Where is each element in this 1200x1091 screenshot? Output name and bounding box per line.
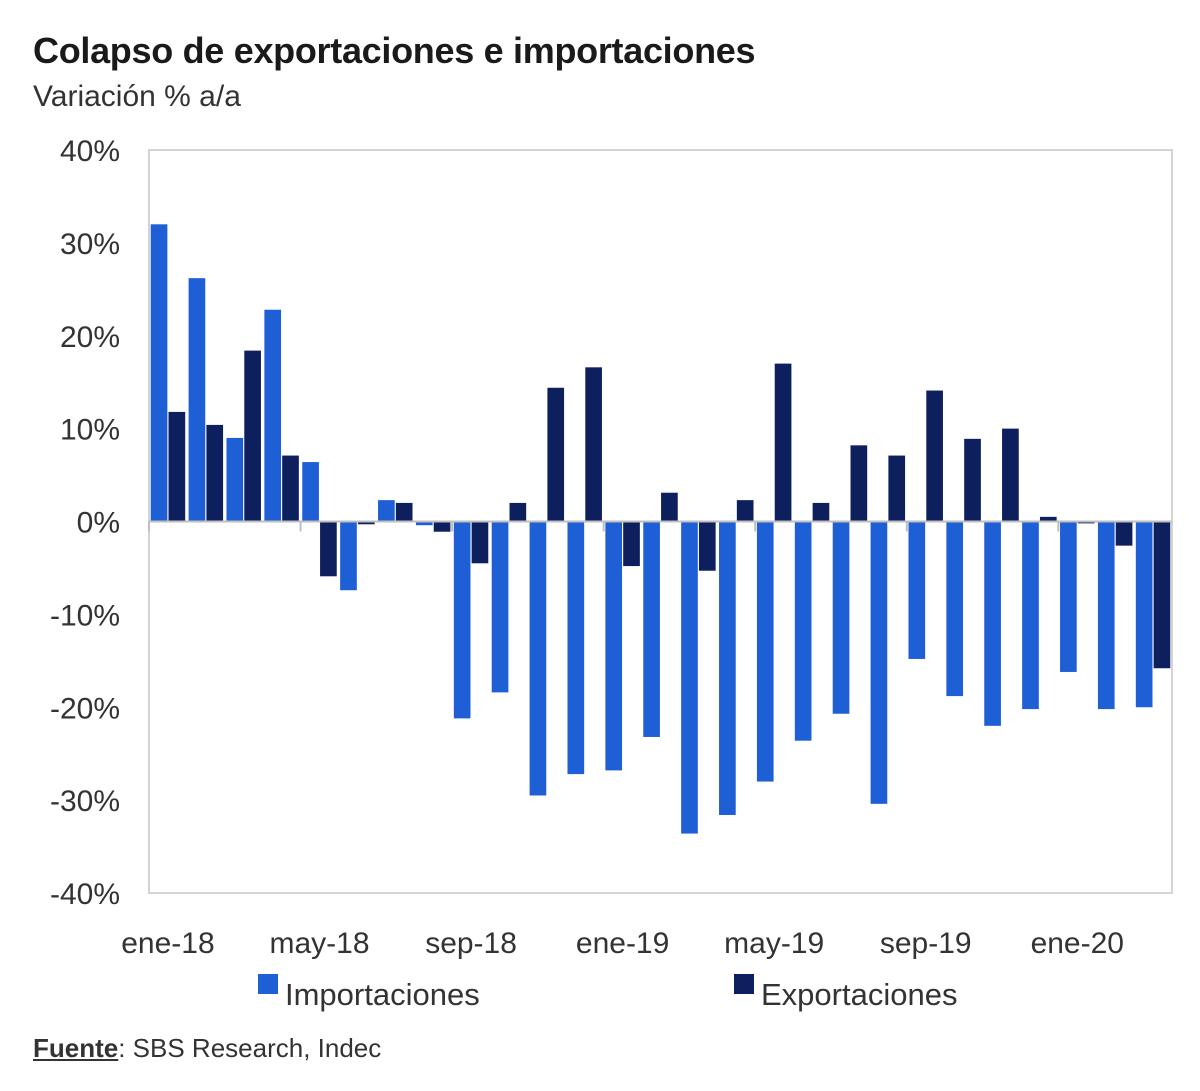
- bar-exportaciones: [320, 521, 337, 577]
- y-tick-label: -20%: [50, 692, 120, 725]
- bar-exportaciones: [509, 502, 527, 522]
- bar-importaciones: [567, 521, 585, 775]
- bar-importaciones: [1097, 521, 1115, 710]
- bar-importaciones: [1060, 521, 1077, 672]
- bar-importaciones: [794, 521, 812, 741]
- bar-importaciones: [264, 309, 282, 522]
- bar-exportaciones: [1039, 516, 1057, 522]
- bar-importaciones: [908, 521, 926, 659]
- bar-exportaciones: [850, 445, 868, 522]
- bar-importaciones: [226, 437, 244, 522]
- y-tick-label: -10%: [50, 599, 120, 632]
- bar-importaciones: [378, 500, 395, 522]
- bar-exportaciones: [926, 390, 943, 522]
- bar-exportaciones: [698, 521, 716, 571]
- chart-title: Colapso de exportaciones e importaciones: [33, 30, 756, 71]
- bar-importaciones: [453, 521, 471, 719]
- bar-exportaciones: [812, 502, 830, 522]
- x-tick-label: sep-18: [425, 927, 517, 960]
- bar-exportaciones: [547, 387, 565, 522]
- x-tick-label: may-19: [724, 927, 824, 960]
- bar-importaciones: [1135, 521, 1153, 708]
- y-tick-label: 20%: [60, 321, 120, 354]
- bar-exportaciones: [206, 424, 224, 522]
- bar-exportaciones: [964, 438, 981, 522]
- bar-exportaciones: [736, 500, 754, 522]
- bar-importaciones: [150, 224, 168, 522]
- bar-exportaciones: [395, 502, 413, 522]
- x-tick-label: ene-20: [1031, 927, 1124, 960]
- bar-importaciones: [340, 521, 357, 591]
- bar-exportaciones: [244, 350, 261, 522]
- bar-exportaciones: [774, 363, 792, 522]
- bar-exportaciones: [1115, 521, 1133, 546]
- y-tick-label: -30%: [50, 785, 120, 818]
- bar-exportaciones: [888, 455, 906, 522]
- bar-importaciones: [681, 521, 698, 834]
- bar-exportaciones: [282, 455, 299, 522]
- bar-importaciones: [415, 521, 433, 526]
- bar-exportaciones: [433, 521, 451, 532]
- x-tick-label: sep-19: [880, 927, 972, 960]
- y-tick-label: 0%: [77, 507, 120, 540]
- bar-importaciones: [302, 462, 319, 522]
- legend-swatch-importaciones: [258, 974, 278, 994]
- chart-subtitle: Variación % a/a: [33, 80, 241, 113]
- source-label: Fuente: [33, 1033, 119, 1063]
- legend-label-importaciones: Importaciones: [285, 977, 480, 1012]
- source-text: : SBS Research, Indec: [118, 1033, 382, 1063]
- bar-importaciones: [756, 521, 774, 782]
- y-tick-label: 30%: [60, 228, 120, 261]
- bar-exportaciones: [623, 521, 640, 567]
- x-tick-label: ene-18: [121, 927, 214, 960]
- bar-importaciones: [870, 521, 888, 804]
- bar-importaciones: [984, 521, 1001, 726]
- legend-label-exportaciones: Exportaciones: [761, 977, 957, 1012]
- bar-importaciones: [946, 521, 964, 697]
- bar-importaciones: [643, 521, 660, 737]
- y-tick-label: 40%: [60, 135, 120, 168]
- y-tick-label: -40%: [50, 878, 120, 911]
- bar-exportaciones: [357, 521, 375, 525]
- bar-exportaciones: [661, 492, 678, 522]
- bar-exportaciones: [1002, 428, 1019, 522]
- x-tick-label: may-18: [269, 927, 369, 960]
- bar-exportaciones: [168, 411, 186, 522]
- x-tick-label: ene-19: [576, 927, 669, 960]
- source-note: Fuente: SBS Research, Indec: [33, 1033, 381, 1064]
- bar-exportaciones: [585, 367, 602, 522]
- bar-importaciones: [529, 521, 547, 796]
- bar-importaciones: [605, 521, 623, 771]
- bar-exportaciones: [471, 521, 489, 564]
- bar-importaciones: [491, 521, 509, 693]
- bar-importaciones: [188, 278, 206, 522]
- bar-importaciones: [832, 521, 850, 714]
- y-tick-label: 10%: [60, 414, 120, 447]
- bar-importaciones: [719, 521, 736, 815]
- bar-importaciones: [1022, 521, 1039, 710]
- legend-swatch-exportaciones: [734, 974, 754, 994]
- bar-exportaciones: [1153, 521, 1171, 669]
